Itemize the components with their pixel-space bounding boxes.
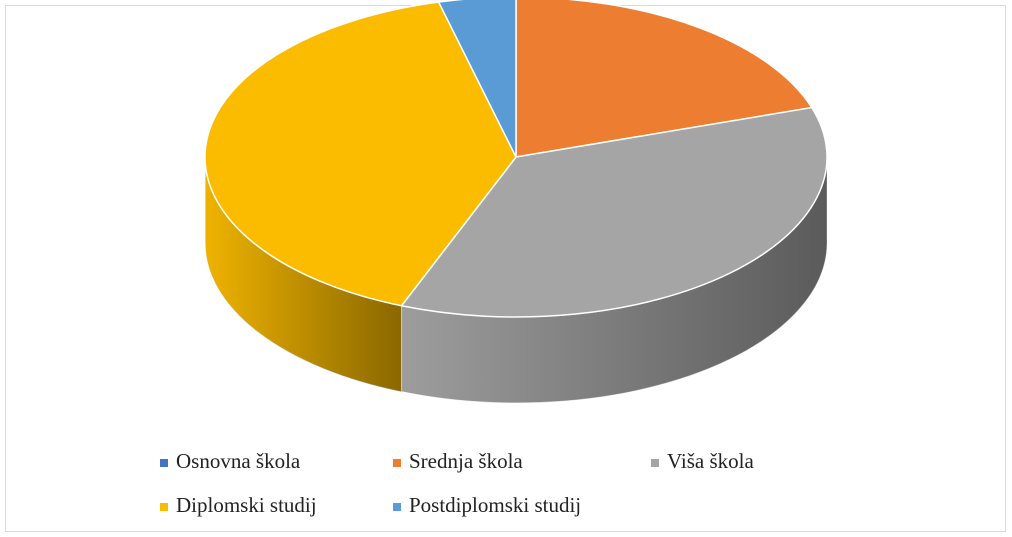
pie-slice [204,1,517,307]
slice-top [204,1,517,307]
legend-label: Postdiplomski studij [409,493,581,517]
legend-marker [393,459,401,467]
slice-top [437,0,517,158]
legend-marker [160,503,168,511]
slice-top [515,0,814,158]
legend-label: Srednja škola [409,449,523,473]
legend-marker [393,503,401,511]
slice-top [400,106,828,318]
slice-side-shade [401,157,827,403]
legend-label: Osnovna škola [176,449,301,473]
legend-marker [651,459,659,467]
legend-marker [160,459,168,467]
pie-slice [400,106,828,318]
pie-slice [515,0,814,158]
legend-label: Diplomski studij [176,493,317,517]
pie-slice [437,0,517,158]
legend-label: Viša škola [667,449,754,473]
